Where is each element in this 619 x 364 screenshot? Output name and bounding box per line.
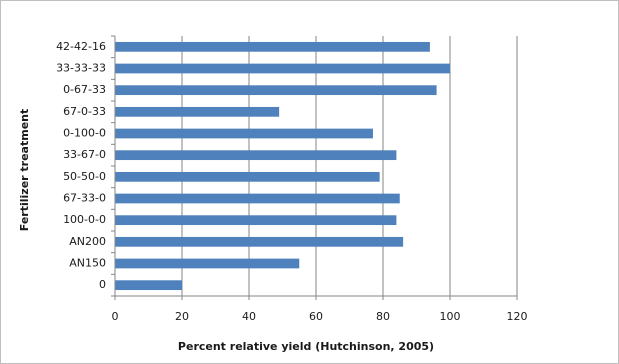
x-tick-label: 20 [175,310,189,323]
gridlines [111,35,518,300]
bar-0-100-0 [115,128,373,139]
category-labels: 42-42-16 33-33-33 0-67-33 67-0-33 0-100-0 33-… [56,40,106,291]
x-axis-title: Percent relative yield (Hutchinson, 2005… [178,340,434,353]
category-label: 33-33-33 [56,62,106,75]
bar-0 [115,280,182,291]
category-label: 100-0-0 [63,213,106,226]
bar-AN200 [115,236,404,247]
category-label: 0 [99,278,106,291]
category-label: 0-100-0 [63,127,106,140]
category-label: 33-67-0 [63,148,106,161]
x-tick-label: 60 [309,310,323,323]
bar-33-67-0 [115,150,397,161]
x-tick-label: 80 [376,310,390,323]
x-tick-label: 120 [507,310,528,323]
bar-33-33-33 [115,63,450,74]
x-tick-label: 40 [242,310,256,323]
category-label: 0-67-33 [63,83,106,96]
bar-67-0-33 [115,106,280,117]
x-tick-labels: 0 20 40 60 80 100 120 [112,310,528,323]
bar-50-50-0 [115,171,380,182]
bar-AN150 [115,258,300,269]
bars [115,41,450,291]
bar-0-67-33 [115,85,437,96]
category-label: 50-50-0 [63,170,106,183]
y-axis-title: Fertilizer treatment [18,109,31,231]
bar-67-33-0 [115,193,400,204]
bar-100-0-0 [115,215,397,226]
category-label: 67-0-33 [63,105,106,118]
x-tick-label: 0 [112,310,119,323]
x-tick-label: 100 [440,310,461,323]
category-label: AN200 [69,235,106,248]
bar-42-42-16 [115,41,430,52]
category-label: 67-33-0 [63,192,106,205]
category-label: 42-42-16 [56,40,106,53]
category-label: AN150 [69,257,106,270]
axes [114,36,517,297]
